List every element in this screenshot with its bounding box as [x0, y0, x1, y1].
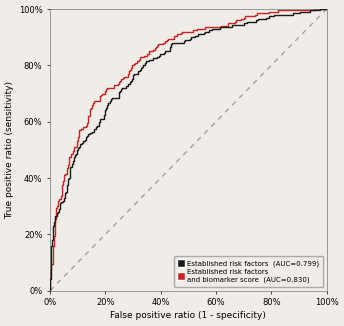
- X-axis label: False positive ratio (1 - specificity): False positive ratio (1 - specificity): [110, 311, 266, 320]
- Legend: Established risk factors  (AUC=0.799), Established risk factors
and biomarker sc: Established risk factors (AUC=0.799), Es…: [174, 256, 323, 287]
- Y-axis label: True positive ratio (sensitivity): True positive ratio (sensitivity): [6, 81, 14, 219]
